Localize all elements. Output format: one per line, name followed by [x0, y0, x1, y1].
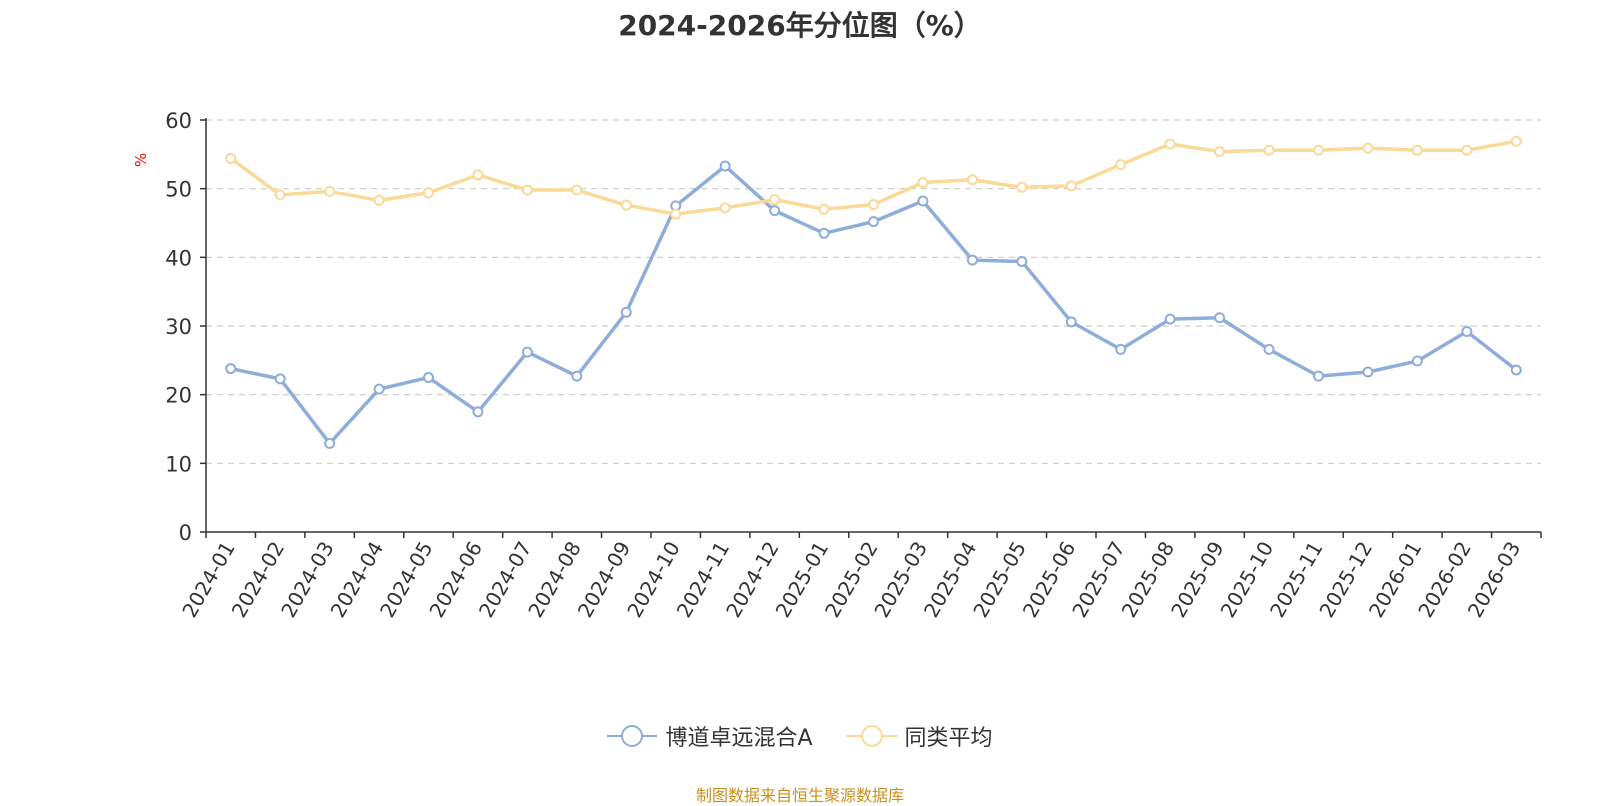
- series-2-point[interactable]: [225, 152, 237, 164]
- grid-lines: [206, 119, 1541, 464]
- series-2-point[interactable]: [1510, 135, 1522, 147]
- series-2-point[interactable]: [966, 174, 978, 186]
- series-2-point[interactable]: [1411, 144, 1423, 156]
- series-2-point[interactable]: [571, 184, 583, 196]
- series-2-point[interactable]: [1362, 142, 1374, 154]
- y-tick-label: 30: [165, 315, 192, 339]
- series-1-point[interactable]: [917, 195, 929, 207]
- series-1-point[interactable]: [818, 227, 830, 239]
- source-note: 制图数据来自恒生聚源数据库: [695, 786, 904, 805]
- series-2-point[interactable]: [1016, 181, 1028, 193]
- y-tick-label: 0: [179, 521, 192, 545]
- series-2-point[interactable]: [1065, 180, 1077, 192]
- series-2-point[interactable]: [818, 203, 830, 215]
- series-2-point[interactable]: [1164, 138, 1176, 150]
- series-2-point[interactable]: [868, 198, 879, 210]
- legend: 博道卓远混合A 同类平均: [0, 720, 1600, 752]
- series-2-point[interactable]: [423, 187, 434, 199]
- series-2-point[interactable]: [472, 169, 484, 181]
- series-1-point[interactable]: [423, 372, 434, 383]
- series-2-point[interactable]: [719, 202, 731, 214]
- series-1-point[interactable]: [472, 406, 484, 418]
- series-2-point[interactable]: [324, 185, 336, 197]
- series-1-point[interactable]: [769, 205, 781, 217]
- series-1-point[interactable]: [719, 160, 731, 172]
- series-2-point[interactable]: [670, 208, 682, 220]
- series-2-point[interactable]: [1461, 144, 1473, 156]
- legend-label-series-2: 同类平均: [904, 726, 993, 751]
- series-1-point[interactable]: [1263, 343, 1275, 355]
- series-1-point[interactable]: [1214, 312, 1226, 324]
- series-1-point[interactable]: [1362, 366, 1374, 378]
- series-1-point[interactable]: [373, 383, 385, 395]
- y-tick-label: 40: [165, 246, 192, 270]
- legend-label-series-1: 博道卓远混合A: [665, 726, 813, 751]
- y-tick-label: 10: [165, 452, 192, 476]
- series-2-point[interactable]: [521, 184, 533, 196]
- y-axis-label: %: [132, 153, 150, 167]
- series-2-point[interactable]: [1263, 144, 1275, 156]
- series-2-point[interactable]: [1313, 144, 1324, 156]
- series-1-point[interactable]: [571, 370, 583, 382]
- series-1-point[interactable]: [1164, 313, 1176, 325]
- series-1-point[interactable]: [274, 373, 286, 385]
- series-1-point[interactable]: [1115, 343, 1127, 355]
- y-tick-label: 60: [165, 109, 192, 133]
- series-2-point[interactable]: [373, 194, 385, 206]
- series-2-point[interactable]: [1115, 159, 1127, 171]
- series-2-point[interactable]: [274, 189, 286, 201]
- series-1-point[interactable]: [1461, 325, 1473, 337]
- series-1-point[interactable]: [1065, 316, 1077, 328]
- series-lines: [225, 135, 1522, 449]
- legend-marker-series-1: [607, 725, 658, 747]
- y-tick-label: 20: [165, 384, 192, 408]
- chart-title: 2024-2026年分位图（%）: [618, 9, 982, 42]
- series-2-point[interactable]: [1214, 146, 1226, 158]
- series-1-point[interactable]: [1510, 364, 1522, 376]
- series-1-point[interactable]: [521, 346, 533, 358]
- series-1-point[interactable]: [620, 306, 632, 318]
- legend-marker-series-2: [846, 725, 897, 747]
- series-1-point[interactable]: [225, 363, 237, 375]
- series-1-point[interactable]: [1411, 355, 1423, 367]
- axes: 01020304050602024-012024-022024-032024-0…: [165, 109, 1542, 622]
- series-2-point[interactable]: [620, 199, 632, 211]
- series-2-point[interactable]: [917, 176, 929, 188]
- series-1-point[interactable]: [1016, 255, 1028, 267]
- series-1-point[interactable]: [324, 437, 336, 449]
- legend-item-series-2[interactable]: 同类平均: [846, 720, 993, 752]
- legend-item-series-1[interactable]: 博道卓远混合A: [607, 720, 813, 752]
- series-1-point[interactable]: [966, 254, 978, 266]
- series-1-point[interactable]: [1313, 370, 1324, 382]
- y-tick-label: 50: [165, 178, 192, 202]
- series-1-point[interactable]: [868, 216, 879, 228]
- series-2-point[interactable]: [769, 194, 781, 206]
